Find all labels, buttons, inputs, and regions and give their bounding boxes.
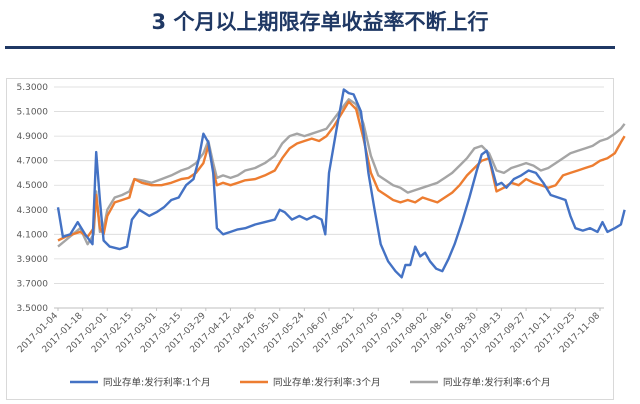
y-tick-label: 4.7000: [17, 157, 49, 167]
chart-frame: [6, 78, 614, 400]
series-line-1: [56, 88, 626, 279]
y-tick-label: 4.3000: [17, 206, 49, 216]
y-tick-label: 3.5000: [17, 304, 49, 314]
y-tick-label: 5.3000: [17, 83, 49, 93]
series-line-2: [57, 100, 626, 242]
legend-label: 同业存单:发行利率:1个月: [103, 377, 210, 389]
y-tick-label: 4.9000: [17, 132, 49, 142]
y-tick-label: 3.9000: [17, 255, 49, 265]
title-underline: [5, 46, 615, 49]
y-tick-label: 5.1000: [17, 108, 49, 118]
y-tick-label: 3.7000: [17, 279, 49, 289]
legend-label: 同业存单:发行利率:3个月: [273, 377, 380, 389]
series-line-3: [57, 98, 626, 248]
legend-label: 同业存单:发行利率:6个月: [443, 377, 550, 389]
page-title: 3 个月以上期限存单收益率不断上行: [151, 10, 489, 34]
y-tick-label: 4.5000: [17, 181, 49, 191]
y-tick-label: 4.1000: [17, 230, 49, 240]
